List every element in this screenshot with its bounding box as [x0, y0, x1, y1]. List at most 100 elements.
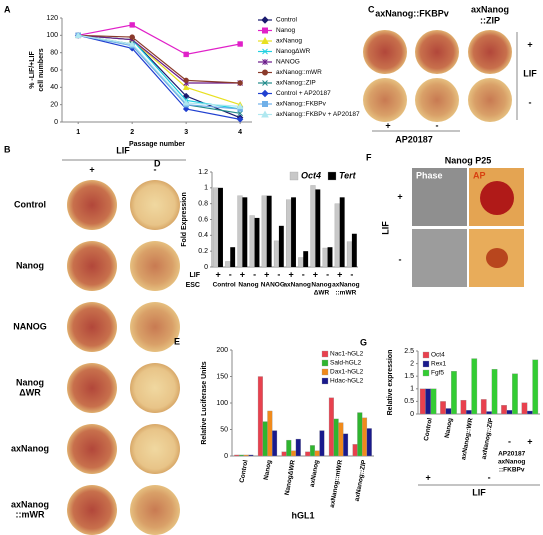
dish-photo — [415, 78, 459, 122]
legend-marker — [261, 89, 269, 98]
bar — [486, 411, 493, 415]
point — [236, 102, 244, 110]
bar — [266, 195, 272, 267]
bar — [339, 197, 345, 267]
bar — [471, 358, 478, 415]
bar — [491, 368, 498, 415]
point — [182, 83, 190, 91]
bar — [322, 247, 328, 268]
bar — [328, 397, 334, 457]
phase-photo — [412, 168, 467, 226]
ap-plus: + — [385, 120, 390, 130]
group-label: axNanog — [332, 282, 359, 289]
lif-minus: - — [529, 97, 532, 107]
y-axis-label: % -LIF/+LIF — [29, 51, 36, 89]
y-tick-label: 2.5 — [404, 348, 414, 355]
dish-photo — [67, 302, 117, 352]
series-line — [78, 34, 241, 84]
bar — [238, 454, 244, 457]
x-tick-label: 4 — [238, 129, 242, 136]
row-label: axNanog — [11, 499, 49, 509]
legend-swatch — [327, 171, 337, 181]
bar — [506, 410, 513, 415]
legend-swatch — [321, 377, 329, 385]
dish-photo — [67, 363, 117, 413]
bar — [286, 439, 292, 457]
bar — [430, 388, 437, 415]
bar — [357, 412, 363, 457]
lif-label: LIF — [116, 145, 130, 155]
series-line — [78, 34, 241, 107]
series-line — [78, 34, 241, 84]
x-tick-label: - — [508, 436, 511, 446]
column-label: axNanog — [471, 4, 509, 14]
x-tick-label: 1 — [76, 129, 80, 136]
bar — [242, 197, 248, 267]
y-tick-label: 200 — [216, 347, 228, 354]
bar — [218, 187, 223, 267]
row-label: Nanog — [16, 260, 44, 270]
panel-f: F Nanog P25 Phase AP + - LIF — [366, 152, 524, 287]
bar — [291, 197, 296, 267]
legend-marker — [262, 59, 268, 65]
group-label: NANOG — [261, 282, 285, 289]
bar — [305, 451, 311, 457]
y-tick-label: 1.2 — [198, 169, 208, 176]
bar — [315, 189, 321, 267]
point — [237, 80, 243, 86]
bar — [480, 399, 487, 415]
x-tick-label: 3 — [184, 129, 188, 136]
y-tick-label: 0.4 — [198, 232, 208, 239]
panel-letter: D — [154, 158, 161, 168]
x-tick-label: + — [313, 269, 318, 279]
legend-label: NANOG — [276, 59, 300, 66]
panel-c: C axNanog::FKBPv axNanog ::ZIP + LIF - +… — [363, 4, 537, 144]
y-tick-label: 0.8 — [198, 201, 208, 208]
point — [183, 51, 189, 58]
bar — [512, 373, 518, 415]
x-tick-label: Nanog — [444, 417, 454, 438]
y-tick-label: 0.5 — [404, 398, 414, 405]
y-tick-label: 0.6 — [198, 216, 208, 223]
x-tick-label: - — [253, 269, 256, 279]
bar — [465, 410, 472, 415]
column-label: ::ZIP — [480, 15, 500, 25]
x-tick-label: axNanog::ZIP — [481, 417, 495, 460]
y-tick-label: 120 — [46, 15, 58, 22]
series-line — [78, 24, 241, 56]
y-tick-label: 1 — [204, 185, 208, 192]
x-tick-label: axNanog — [309, 459, 321, 487]
bar — [257, 376, 263, 457]
dish-photo — [67, 180, 117, 230]
legend-label: Tert — [339, 170, 357, 180]
y-tick-label: 20 — [50, 102, 58, 109]
dish-photo — [468, 30, 512, 74]
panel-title: Nanog P25 — [445, 155, 492, 165]
bar — [248, 454, 254, 457]
dish-photo — [130, 424, 180, 474]
bar — [281, 451, 287, 457]
dish-photo — [130, 302, 180, 352]
colony — [486, 248, 508, 268]
legend-label: axNanog::FKBPv — [276, 101, 327, 108]
point — [237, 41, 243, 47]
dish-photo — [67, 241, 117, 291]
y-tick-label: 2 — [410, 360, 414, 367]
dish-photo — [67, 424, 117, 474]
x-tick-label: Control — [423, 417, 434, 441]
group-title: ESC — [186, 282, 200, 289]
bar — [334, 203, 340, 268]
x-tick-label: Nanog — [263, 459, 273, 480]
x-tick-label: axNanog::mWR — [329, 459, 344, 508]
row-label: axNanog — [11, 443, 49, 453]
panel-letter: E — [174, 336, 180, 346]
bar — [352, 444, 358, 457]
point — [182, 99, 190, 106]
legend-marker — [261, 36, 269, 44]
y-tick-label: 0 — [54, 119, 58, 126]
bar — [343, 433, 349, 457]
lif-minus: - — [399, 254, 402, 264]
panel-b: B LIF + - — [4, 144, 186, 174]
group-label: ::FKBPv — [499, 467, 525, 474]
group-label: Control — [213, 282, 236, 289]
